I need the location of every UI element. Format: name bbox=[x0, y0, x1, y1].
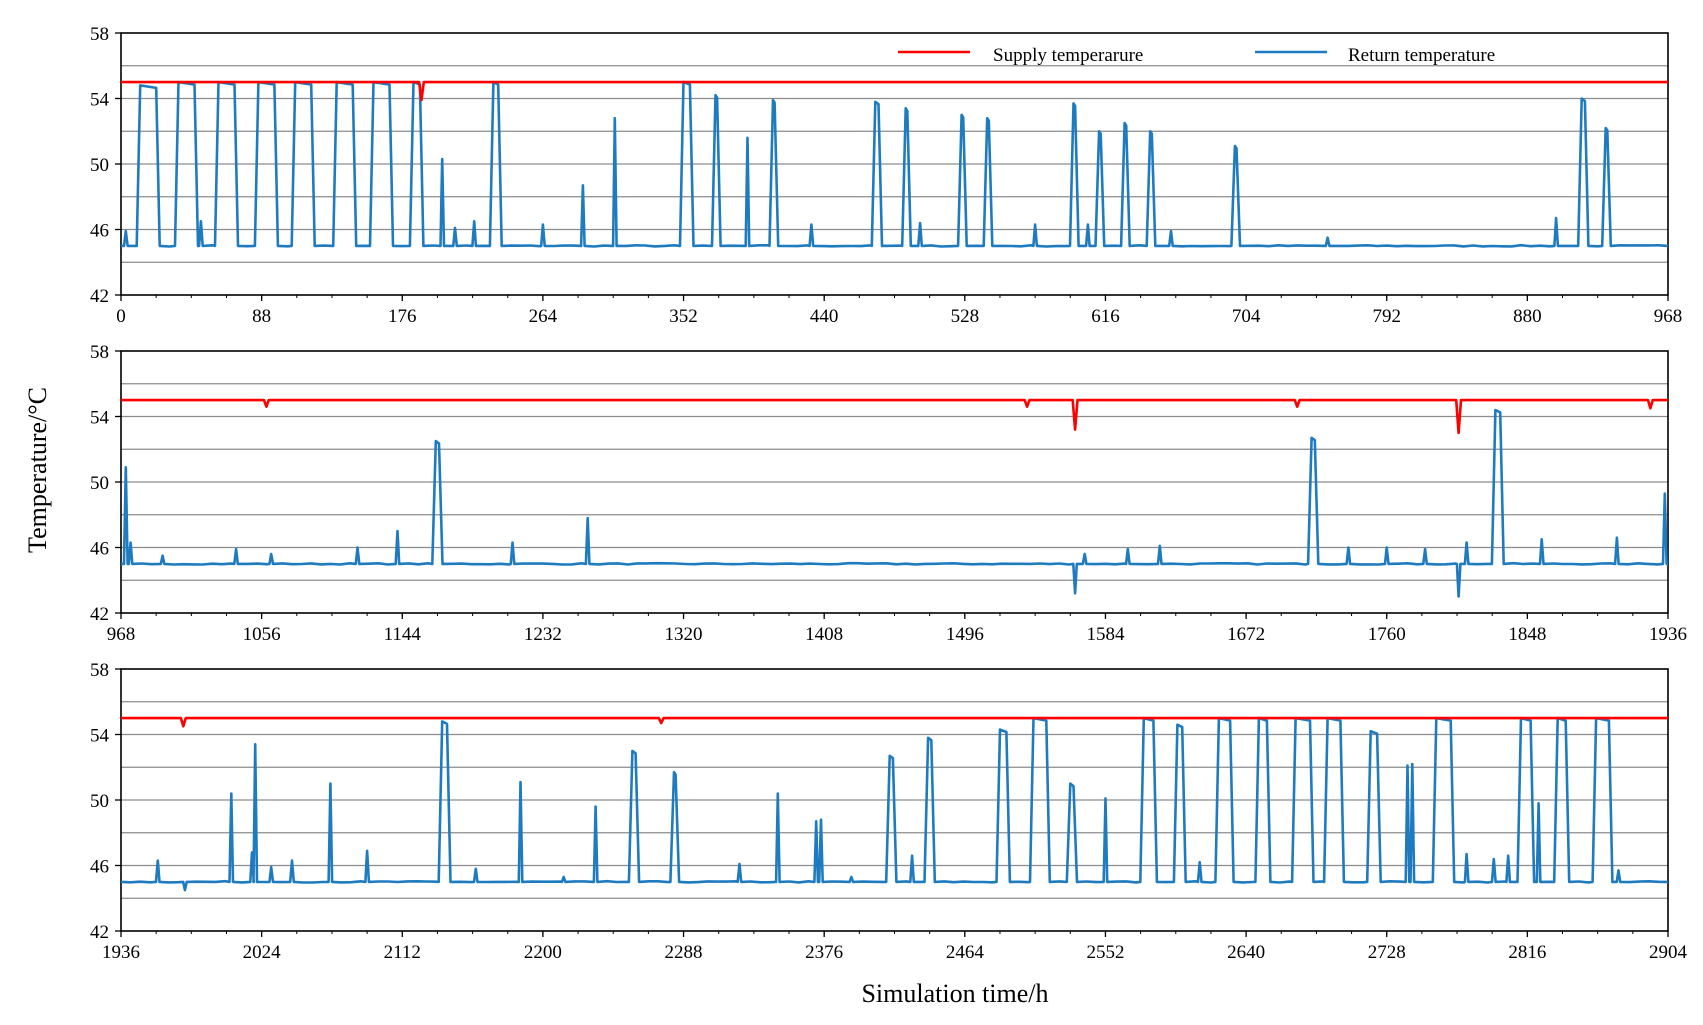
x-tick-label: 880 bbox=[1513, 306, 1542, 327]
x-tick-label: 2552 bbox=[1086, 942, 1124, 963]
x-tick-label: 1760 bbox=[1368, 624, 1406, 645]
y-tick-label: 46 bbox=[90, 539, 109, 560]
y-tick-label: 50 bbox=[90, 473, 109, 494]
x-tick-label: 1584 bbox=[1086, 624, 1125, 645]
x-tick-label: 2816 bbox=[1508, 942, 1546, 963]
x-tick-label: 1848 bbox=[1508, 624, 1546, 645]
y-tick-label: 54 bbox=[90, 408, 110, 429]
y-tick-label: 46 bbox=[90, 221, 109, 242]
chart-panel-2: 42 46 50 54 58 968 1056 1144 1232 1320 1408 1496 158… bbox=[90, 342, 1687, 645]
series-supply-temperature bbox=[121, 716, 1668, 728]
x-tick-label: 440 bbox=[810, 306, 839, 327]
x-tick-label: 968 bbox=[1654, 306, 1683, 327]
chart-panel-3: 42 46 50 54 58 1936 2024 2112 2200 2288 2376 2464 25… bbox=[90, 660, 1688, 963]
y-tick-label: 58 bbox=[90, 24, 109, 45]
y-tick-label: 50 bbox=[90, 155, 109, 176]
y-axis-label: Temperature/°C bbox=[23, 387, 52, 553]
y-tick-label: 54 bbox=[90, 90, 110, 111]
x-tick-label: 2376 bbox=[805, 942, 843, 963]
x-axis-label: Simulation time/h bbox=[861, 979, 1048, 1008]
x-tick-label: 88 bbox=[252, 306, 271, 327]
x-tick-label: 1056 bbox=[243, 624, 281, 645]
x-tick-label: 176 bbox=[388, 306, 417, 327]
legend: Supply temperarure Return temperature bbox=[898, 45, 1495, 66]
series-return-temperature bbox=[121, 408, 1668, 598]
x-tick-label: 2024 bbox=[243, 942, 282, 963]
y-tick-label: 50 bbox=[90, 791, 109, 812]
x-tick-label: 264 bbox=[529, 306, 558, 327]
y-tick-label: 54 bbox=[90, 726, 110, 747]
y-tick-label: 58 bbox=[90, 660, 109, 681]
series-supply-temperature bbox=[121, 398, 1668, 435]
x-tick-label: 1320 bbox=[665, 624, 703, 645]
x-tick-label: 352 bbox=[669, 306, 698, 327]
x-tick-label: 2112 bbox=[384, 942, 421, 963]
legend-supply-label: Supply temperarure bbox=[993, 45, 1143, 66]
x-tick-label: 2288 bbox=[665, 942, 703, 963]
series-return-temperature bbox=[120, 716, 1669, 892]
x-tick-label: 528 bbox=[951, 306, 980, 327]
x-tick-label: 2200 bbox=[524, 942, 562, 963]
y-tick-label: 46 bbox=[90, 857, 109, 878]
x-tick-label: 1144 bbox=[384, 624, 422, 645]
x-tick-label: 2640 bbox=[1227, 942, 1265, 963]
y-tick-label: 42 bbox=[90, 604, 109, 625]
x-tick-label: 2728 bbox=[1368, 942, 1406, 963]
x-tick-label: 1408 bbox=[805, 624, 843, 645]
x-tick-label: 1936 bbox=[1649, 624, 1687, 645]
x-tick-label: 2904 bbox=[1649, 942, 1688, 963]
panels: 42 46 50 54 58 0 88 176 264 352 440 528 616 704 792 880… bbox=[90, 24, 1688, 963]
y-tick-label: 42 bbox=[90, 286, 109, 307]
x-tick-label: 1936 bbox=[102, 942, 140, 963]
y-tick-label: 42 bbox=[90, 922, 109, 943]
x-tick-label: 2464 bbox=[946, 942, 985, 963]
x-tick-label: 1672 bbox=[1227, 624, 1265, 645]
series-return-temperature bbox=[121, 80, 1669, 248]
x-tick-label: 968 bbox=[107, 624, 136, 645]
legend-return-label: Return temperature bbox=[1348, 45, 1495, 66]
chart-panel-1: 42 46 50 54 58 0 88 176 264 352 440 528 616 704 792 880… bbox=[90, 24, 1682, 327]
x-tick-label: 1496 bbox=[946, 624, 984, 645]
x-tick-label: 1232 bbox=[524, 624, 562, 645]
x-tick-label: 704 bbox=[1232, 306, 1261, 327]
x-tick-label: 0 bbox=[116, 306, 126, 327]
x-tick-label: 792 bbox=[1372, 306, 1401, 327]
series-supply-temperature bbox=[121, 80, 1668, 102]
y-tick-label: 58 bbox=[90, 342, 109, 363]
x-tick-label: 616 bbox=[1091, 306, 1120, 327]
